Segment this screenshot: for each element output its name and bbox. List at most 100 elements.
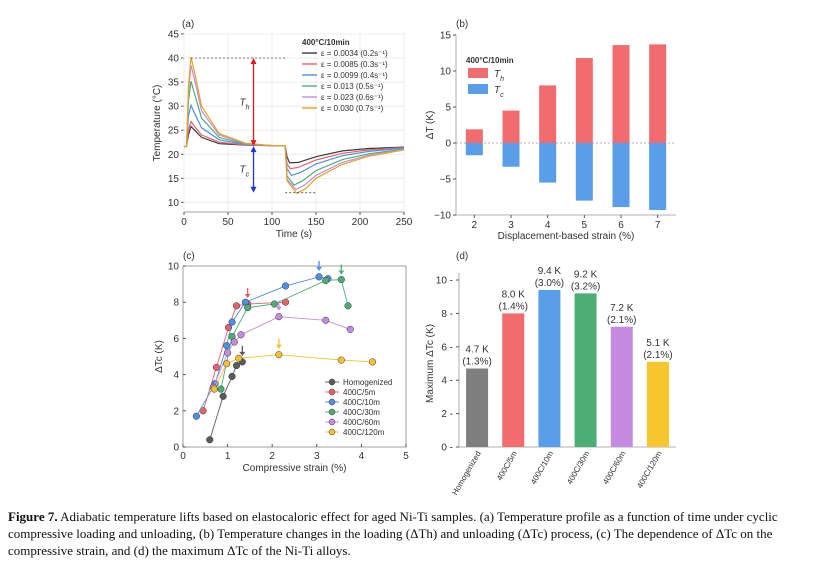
- x-tick-label: 3: [314, 451, 320, 462]
- legend-entry-tc: Tc: [494, 85, 504, 99]
- data-point: [228, 318, 236, 326]
- legend-title: 400°C/10min: [302, 38, 350, 47]
- caption-label: Figure 7.: [8, 509, 58, 524]
- legend-entry: 400C/10m: [343, 398, 380, 407]
- y-tick-label: 15: [168, 174, 180, 185]
- bar-value-label: 5.1 K: [646, 338, 670, 349]
- bar: [646, 361, 669, 447]
- bar-th: [539, 85, 557, 143]
- x-tick-label: 3: [508, 220, 514, 231]
- bar-strain-label: (3.2%): [571, 281, 600, 292]
- legend-swatch-tc: [468, 84, 488, 94]
- data-point: [219, 392, 227, 400]
- y-tick-label: 4 -: [441, 376, 453, 387]
- y-tick-label: 5: [445, 103, 451, 114]
- bar-th: [502, 110, 520, 143]
- x-tick-label: 0: [180, 451, 186, 462]
- y-tick-label: 4: [173, 370, 179, 381]
- bar: [574, 293, 597, 447]
- data-point: [337, 276, 345, 284]
- y-tick-label: 0: [445, 139, 451, 150]
- y-tick-label: 0: [173, 443, 179, 454]
- x-tick-label: 50: [222, 217, 234, 228]
- data-point: [228, 372, 236, 380]
- x-axis-label: Compressive strain (%): [243, 463, 347, 474]
- x-tick-label: 400C/5m: [495, 449, 519, 482]
- x-tick-label: 400C/10m: [529, 449, 555, 486]
- bar-tc: [502, 143, 520, 167]
- th-arrow-head: [250, 140, 257, 147]
- bar-tc: [539, 143, 557, 183]
- bar-value-label: 8.0 K: [502, 289, 526, 300]
- legend-marker: [328, 418, 336, 426]
- bar: [466, 368, 489, 447]
- y-tick-label: 30: [168, 102, 180, 113]
- panel-label: (a): [182, 19, 194, 30]
- x-tick-label: 400C/120m: [635, 449, 664, 490]
- legend-entry: ε = 0.013 (0.5s⁻¹): [321, 82, 384, 91]
- figure-caption: Figure 7. Adiabatic temperature lifts ba…: [8, 508, 828, 559]
- legend-entry: ε = 0.0099 (0.4s⁻¹): [321, 71, 388, 80]
- th-annotation: Th: [240, 97, 250, 111]
- tc-arrow-head: [250, 146, 257, 153]
- panel-label: (c): [183, 251, 195, 262]
- legend-entry: 400C/60m: [343, 418, 380, 427]
- y-tick-label: 0 -: [441, 443, 453, 454]
- max-arrow-head: [275, 306, 282, 311]
- y-axis-label: Maximum ΔTc (K): [425, 324, 436, 403]
- bar-value-label: 9.2 K: [574, 269, 598, 280]
- bar-th: [649, 44, 667, 143]
- y-tick-label: 10 -: [436, 276, 453, 287]
- bar-tc: [465, 143, 483, 156]
- data-point: [223, 360, 231, 368]
- legend-entry: ε = 0.030 (0.7s⁻¹): [321, 104, 384, 113]
- legend-entry: 400C/120m: [343, 428, 385, 437]
- data-point: [237, 331, 245, 339]
- y-tick-label: 8 -: [441, 309, 453, 320]
- legend-marker: [328, 428, 336, 436]
- legend-title: 400°C/10min: [466, 56, 514, 65]
- x-tick-label: 6: [618, 220, 624, 231]
- bar-strain-label: (2.1%): [643, 350, 672, 361]
- x-tick-label: 400C/60m: [601, 449, 627, 486]
- panel-a-temperature-profile: 10 15 20 25 30 35 40 45 0 50 100 150 200 250 (a) Time (…: [152, 19, 413, 240]
- data-point: [223, 342, 231, 350]
- series-line: [202, 301, 286, 411]
- y-tick-label: 10: [440, 67, 452, 78]
- y-axis-label: ΔTc (K): [154, 340, 165, 373]
- max-arrow-head: [316, 266, 323, 271]
- data-point: [232, 302, 241, 310]
- th-arrow-head: [250, 58, 257, 65]
- y-tick-label: 10: [168, 262, 180, 273]
- caption-text: Adiabatic temperature lifts based on ela…: [8, 509, 778, 558]
- legend-marker: [328, 378, 336, 386]
- x-tick-label: 5: [582, 220, 588, 231]
- max-arrow-head: [275, 344, 282, 349]
- x-tick-label: 5: [403, 451, 409, 462]
- bar-strain-label: (1.4%): [499, 301, 528, 312]
- y-tick-label: 2: [173, 406, 179, 417]
- max-arrow-head: [338, 270, 345, 275]
- legend-entry: ε = 0.0085 (0.3s⁻¹): [321, 60, 388, 69]
- bar-value-label: 9.4 K: [538, 266, 562, 277]
- legend-marker: [328, 388, 336, 396]
- bar-strain-label: (3.0%): [535, 278, 564, 289]
- x-tick-label: 2: [472, 220, 478, 231]
- x-tick-label: 200: [352, 217, 369, 228]
- data-point: [235, 354, 243, 362]
- y-tick-label: 35: [168, 78, 180, 89]
- x-axis-label: Displacement-based strain (%): [498, 231, 635, 242]
- panel-d-max-delta-tc-bars: (d) 0 - 2 - 4 - 6 - 8 - 10 - Maximum ΔTc (K) 4.7…: [425, 251, 676, 497]
- y-tick-label: −5: [440, 175, 452, 186]
- x-tick-label: 150: [308, 217, 325, 228]
- data-point: [322, 316, 330, 324]
- data-point: [206, 436, 214, 444]
- bar-value-label: 4.7 K: [465, 345, 489, 356]
- bar-tc: [649, 143, 667, 210]
- y-axis-label: ΔT (K): [425, 111, 436, 140]
- bar-strain-label: (2.1%): [607, 315, 636, 326]
- bar-value-label: 7.2 K: [610, 303, 634, 314]
- y-tick-label: 2 -: [441, 409, 453, 420]
- y-tick-label: 8: [173, 298, 179, 309]
- data-point: [224, 349, 232, 357]
